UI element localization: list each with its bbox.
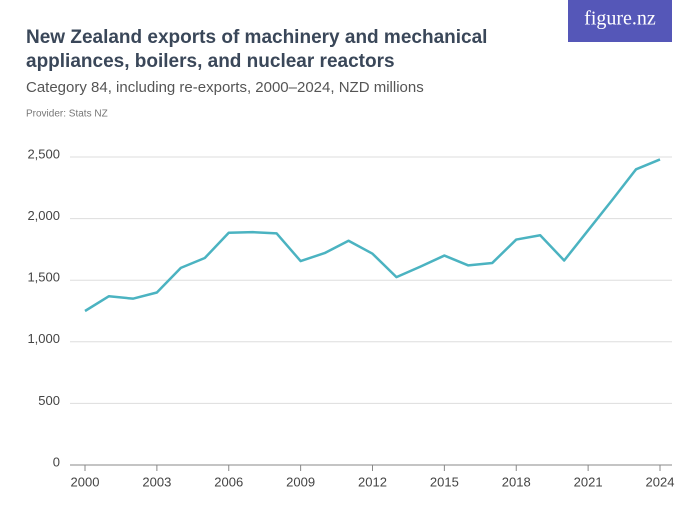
x-tick-label: 2018 [502, 474, 531, 489]
x-tick-label: 2009 [286, 474, 315, 489]
x-tick-label: 2015 [430, 474, 459, 489]
y-tick-label: 500 [38, 393, 60, 408]
x-tick-label: 2000 [71, 474, 100, 489]
y-tick-label: 2,000 [27, 208, 60, 223]
x-tick-label: 2024 [646, 474, 675, 489]
y-tick-label: 0 [53, 454, 60, 469]
y-tick-label: 1,000 [27, 331, 60, 346]
data-line [84, 158, 661, 313]
chart-subtitle: Category 84, including re-exports, 2000–… [26, 79, 424, 96]
chart-title: New Zealand exports of machinery and mec… [26, 27, 487, 72]
x-tick-label: 2003 [142, 474, 171, 489]
x-tick-label: 2021 [574, 474, 603, 489]
y-tick-label: 1,500 [27, 270, 60, 285]
source: Provider: Stats NZ [26, 109, 108, 120]
x-tick-label: 2012 [358, 474, 387, 489]
y-tick-label: 2,500 [27, 146, 60, 161]
logo: figure.nz [584, 8, 656, 30]
logo-box [568, 0, 672, 42]
x-tick-label: 2006 [214, 474, 243, 489]
